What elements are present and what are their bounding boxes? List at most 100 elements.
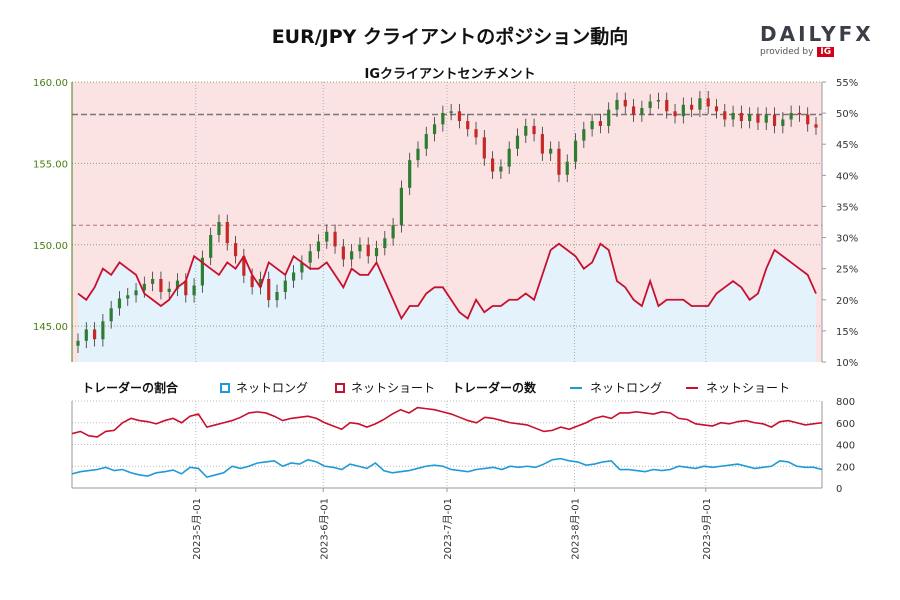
- candle-body: [416, 148, 420, 161]
- legend-ratio-title: トレーダーの割合: [82, 379, 178, 396]
- legend-short-square-icon: [335, 382, 345, 393]
- candle-body: [797, 112, 802, 115]
- candle-body: [217, 222, 221, 236]
- candle-body: [764, 114, 768, 123]
- legend-count-title-text: トレーダーの数: [452, 381, 537, 395]
- candle-body: [549, 148, 553, 154]
- candle-body: [748, 114, 752, 122]
- price-tick-label: 160.00: [33, 78, 68, 89]
- pct-tick-label: 50%: [836, 109, 858, 120]
- candle-body: [358, 244, 362, 252]
- candle-body: [408, 160, 412, 188]
- candle-body: [374, 248, 379, 257]
- pct-tick-label: 55%: [836, 78, 858, 89]
- candle-body: [806, 114, 810, 125]
- legend-short-line-icon: [686, 386, 698, 389]
- candle-body: [449, 111, 453, 113]
- candle-body: [615, 99, 619, 110]
- candle-body: [814, 124, 818, 128]
- candle-body: [681, 104, 685, 117]
- x-tick-label: 2023-6月-01: [318, 498, 330, 560]
- count-tick-label: 200: [836, 462, 855, 473]
- candle-body: [781, 119, 785, 126]
- candle-body: [499, 166, 503, 172]
- legend-count-long-label: ネットロング: [590, 381, 663, 395]
- candle-body: [126, 295, 130, 299]
- legend-count-title: トレーダーの数: [452, 379, 536, 396]
- candle-body: [466, 121, 470, 130]
- candle-body: [656, 99, 661, 102]
- dailyfx-logo-text: DAILYFX: [760, 22, 874, 46]
- candle-body: [565, 161, 569, 175]
- price-tick-label: 145.00: [33, 322, 68, 333]
- legend-count-short: ネットショート: [686, 379, 790, 396]
- candle-body: [333, 231, 337, 247]
- legend-ratio-short: ネットショート: [335, 379, 435, 396]
- candle-body: [101, 321, 105, 340]
- candle-body: [92, 329, 97, 340]
- candle-body: [557, 148, 561, 175]
- candle-body: [524, 125, 528, 136]
- legend-ratio-long-label: ネットロング: [236, 381, 309, 395]
- candle-body: [491, 158, 495, 172]
- candle-body: [631, 106, 636, 115]
- pct-tick-label: 45%: [836, 140, 858, 151]
- candle-body: [233, 243, 238, 257]
- candle-body: [457, 111, 462, 122]
- candle-body: [474, 129, 478, 138]
- candle-body: [789, 112, 793, 120]
- x-tick-label: 2023-7月-01: [442, 498, 454, 560]
- candle-body: [76, 340, 80, 346]
- x-tick-label: 2023-8月-01: [570, 498, 582, 560]
- candle-body: [598, 121, 603, 126]
- x-tick-label: 2023-9月-01: [701, 498, 713, 560]
- candle-body: [325, 231, 329, 242]
- candle-body: [432, 124, 437, 135]
- x-tick-label: 2023-5月-01: [191, 498, 203, 560]
- candle-body: [507, 148, 511, 167]
- candle-body: [117, 298, 122, 309]
- candle-body: [673, 111, 677, 117]
- provided-by-text: provided by: [760, 47, 814, 57]
- count-tick-label: 800: [836, 397, 855, 408]
- candle-body: [200, 257, 204, 286]
- candle-body: [640, 108, 644, 115]
- candle-body: [665, 99, 669, 112]
- candle-body: [731, 112, 735, 120]
- legend-count-short-label: ネットショート: [706, 381, 791, 395]
- chart-title: EUR/JPY クライアントのポジション動向: [271, 26, 629, 48]
- candle-body: [242, 256, 246, 276]
- candle-body: [142, 283, 146, 291]
- dailyfx-logo: DAILYFX provided by IG: [760, 22, 880, 57]
- pct-tick-label: 20%: [836, 296, 858, 307]
- candle-body: [590, 121, 594, 130]
- count-tick-label: 400: [836, 441, 855, 452]
- candle-body: [167, 288, 171, 292]
- pct-tick-label: 15%: [836, 327, 858, 338]
- candle-body: [698, 98, 702, 110]
- candle-body: [399, 187, 403, 226]
- candle-body: [482, 137, 486, 159]
- count-tick-label: 0: [836, 484, 842, 495]
- candle-body: [159, 278, 163, 292]
- legend-ratio-long: ネットロング: [220, 379, 308, 396]
- candle-body: [291, 272, 296, 281]
- candle-body: [706, 98, 710, 107]
- legend-ratio-short-label: ネットショート: [351, 381, 436, 395]
- candle-body: [192, 285, 196, 296]
- candle-body: [350, 251, 354, 260]
- legend-long-square-icon: [220, 382, 230, 393]
- provided-by-line: provided by IG: [760, 47, 880, 57]
- candle-body: [441, 112, 445, 125]
- candle-body: [532, 125, 536, 135]
- candle-body: [184, 280, 188, 296]
- candle-body: [300, 262, 304, 273]
- count-tick-label: 600: [836, 419, 855, 430]
- candle-body: [540, 134, 544, 154]
- candle-body: [623, 99, 627, 107]
- candle-body: [515, 135, 520, 149]
- legend-ratio-title-text: トレーダーの割合: [82, 381, 179, 395]
- candle-body: [134, 290, 138, 296]
- pct-tick-label: 30%: [836, 234, 858, 245]
- candle-body: [424, 134, 428, 149]
